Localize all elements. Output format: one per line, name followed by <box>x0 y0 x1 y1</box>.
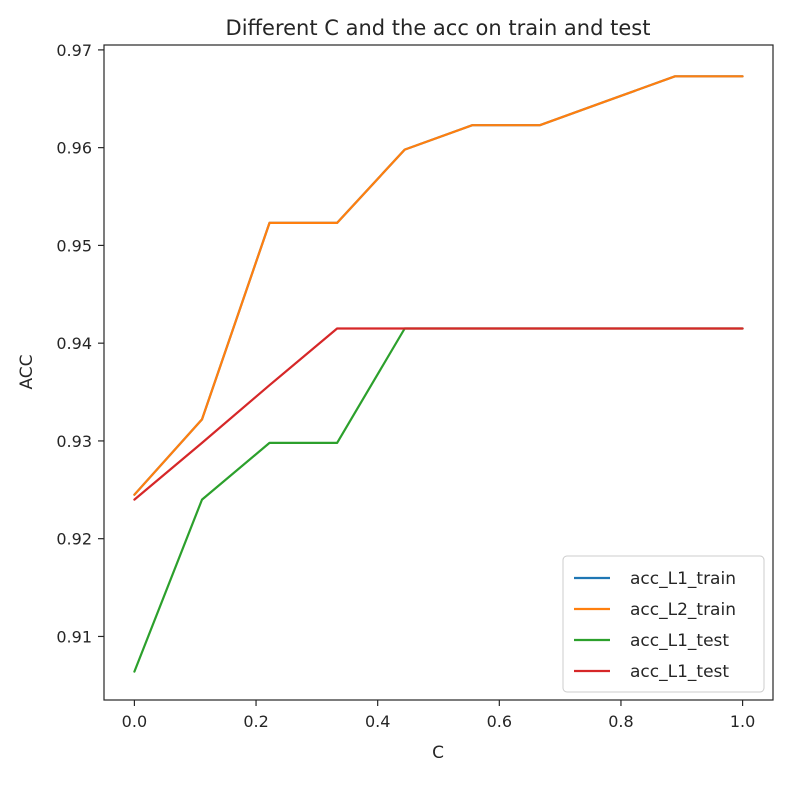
x-tick-label: 0.6 <box>487 712 512 731</box>
y-axis: 0.91 0.92 0.93 0.94 0.95 0.96 0.97 <box>56 41 104 646</box>
y-tick-label: 0.93 <box>56 432 92 451</box>
legend-entry-label: acc_L1_train <box>630 569 736 589</box>
legend: acc_L1_train acc_L2_train acc_L1_test acc_L… <box>562 555 765 693</box>
series-line-2 <box>133 75 744 496</box>
y-tick-label: 0.91 <box>56 627 92 646</box>
x-tick-label: 0.0 <box>122 712 147 731</box>
y-tick-label: 0.92 <box>56 530 92 549</box>
legend-entry-label: acc_L2_train <box>630 600 736 620</box>
y-axis-label: ACC <box>17 354 37 389</box>
y-tick-label: 0.97 <box>56 41 92 60</box>
chart-title: Different C and the acc on train and tes… <box>226 16 651 40</box>
x-tick-label: 0.8 <box>608 712 633 731</box>
legend-entry-label: acc_L1_test <box>630 662 729 682</box>
series-line-4 <box>133 327 744 501</box>
y-tick-label: 0.94 <box>56 334 92 353</box>
x-tick-label: 0.2 <box>243 712 268 731</box>
series-lines <box>133 75 744 673</box>
x-tick-label: 0.4 <box>365 712 390 731</box>
x-axis: 0.0 0.2 0.4 0.6 0.8 1.0 <box>122 700 755 731</box>
y-tick-label: 0.95 <box>56 236 92 255</box>
legend-box <box>562 555 765 693</box>
legend-entry-label: acc_L1_test <box>630 631 729 651</box>
y-tick-label: 0.96 <box>56 139 92 158</box>
x-tick-label: 1.0 <box>730 712 755 731</box>
x-axis-label: C <box>432 743 444 763</box>
